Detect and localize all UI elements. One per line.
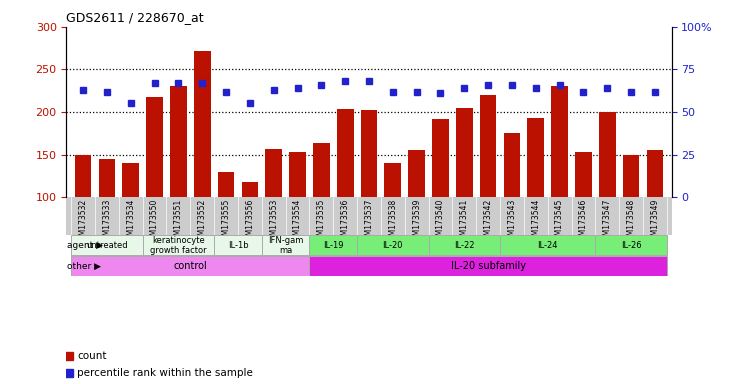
Bar	[241, 182, 258, 197]
Bar	[384, 163, 401, 197]
Bar	[500, 235, 596, 255]
Bar	[361, 110, 377, 197]
Bar	[337, 109, 354, 197]
Text: IL-1b: IL-1b	[227, 241, 248, 250]
Text: GSM173550: GSM173550	[150, 199, 159, 245]
Bar	[75, 154, 92, 197]
Text: GSM173554: GSM173554	[293, 199, 302, 245]
Text: GSM173547: GSM173547	[603, 199, 612, 245]
Text: GSM173540: GSM173540	[436, 199, 445, 245]
Text: GSM173532: GSM173532	[79, 199, 88, 245]
Bar	[596, 235, 667, 255]
Text: GSM173549: GSM173549	[650, 199, 659, 245]
Bar	[456, 108, 472, 197]
Text: GSM173544: GSM173544	[531, 199, 540, 245]
Text: GSM173537: GSM173537	[365, 199, 373, 245]
Text: GSM173548: GSM173548	[627, 199, 635, 245]
Bar	[429, 235, 500, 255]
Text: GSM173543: GSM173543	[508, 199, 517, 245]
Text: GSM173555: GSM173555	[221, 199, 230, 245]
Text: IL-26: IL-26	[621, 241, 641, 250]
Text: GSM173545: GSM173545	[555, 199, 564, 245]
Text: GSM173534: GSM173534	[126, 199, 135, 245]
Bar	[123, 163, 139, 197]
Text: untreated: untreated	[86, 241, 128, 250]
Bar	[142, 235, 214, 255]
Text: percentile rank within the sample: percentile rank within the sample	[77, 368, 253, 378]
Text: agent ▶: agent ▶	[67, 241, 103, 250]
Text: count: count	[77, 351, 107, 361]
Bar	[408, 150, 425, 197]
Bar	[432, 119, 449, 197]
Bar	[528, 118, 544, 197]
Text: IL-24: IL-24	[537, 241, 558, 250]
Bar	[146, 97, 163, 197]
Text: GSM173556: GSM173556	[245, 199, 255, 245]
Text: IFN-gam
ma: IFN-gam ma	[268, 235, 303, 255]
Bar	[309, 256, 667, 276]
Bar	[599, 112, 615, 197]
Text: GSM173535: GSM173535	[317, 199, 326, 245]
Text: IL-20: IL-20	[382, 241, 403, 250]
Bar	[218, 172, 235, 197]
Text: GSM173541: GSM173541	[460, 199, 469, 245]
Text: IL-20 subfamily: IL-20 subfamily	[451, 261, 525, 271]
Bar	[503, 133, 520, 197]
Bar	[480, 95, 497, 197]
Text: GSM173546: GSM173546	[579, 199, 588, 245]
Bar	[71, 256, 309, 276]
Text: keratinocyte
growth factor: keratinocyte growth factor	[150, 235, 207, 255]
Bar	[289, 152, 306, 197]
Text: IL-22: IL-22	[454, 241, 475, 250]
Text: GSM173553: GSM173553	[269, 199, 278, 245]
Bar	[623, 154, 639, 197]
Text: GDS2611 / 228670_at: GDS2611 / 228670_at	[66, 11, 204, 24]
Text: GSM173536: GSM173536	[341, 199, 350, 245]
Bar	[309, 235, 357, 255]
Bar	[194, 51, 210, 197]
Text: other ▶: other ▶	[67, 262, 101, 271]
Bar	[71, 235, 142, 255]
Bar	[266, 149, 282, 197]
Bar	[551, 86, 568, 197]
Bar	[214, 235, 262, 255]
Bar	[646, 150, 663, 197]
Bar	[575, 152, 592, 197]
Text: control: control	[173, 261, 207, 271]
Bar	[99, 159, 115, 197]
Text: GSM173539: GSM173539	[412, 199, 421, 245]
Text: GSM173542: GSM173542	[483, 199, 493, 245]
Bar	[313, 144, 330, 197]
Text: IL-19: IL-19	[323, 241, 343, 250]
Text: GSM173538: GSM173538	[388, 199, 397, 245]
Bar	[170, 86, 187, 197]
Bar	[357, 235, 429, 255]
Bar	[262, 235, 309, 255]
Text: GSM173533: GSM173533	[103, 199, 111, 245]
Text: GSM173551: GSM173551	[174, 199, 183, 245]
Text: GSM173552: GSM173552	[198, 199, 207, 245]
